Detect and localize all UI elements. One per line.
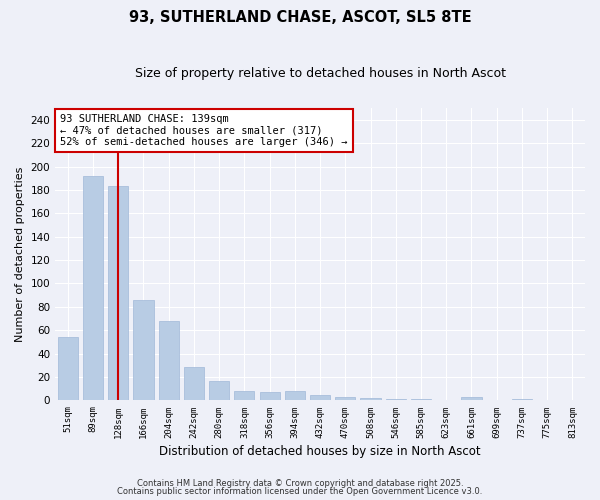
Bar <box>285 391 305 400</box>
Bar <box>260 392 280 400</box>
Bar <box>184 366 204 400</box>
Bar <box>83 176 103 400</box>
Bar <box>235 391 254 400</box>
Bar <box>108 186 128 400</box>
X-axis label: Distribution of detached houses by size in North Ascot: Distribution of detached houses by size … <box>159 444 481 458</box>
Y-axis label: Number of detached properties: Number of detached properties <box>15 166 25 342</box>
Bar <box>361 398 380 400</box>
Bar <box>158 321 179 400</box>
Text: 93 SUTHERLAND CHASE: 139sqm
← 47% of detached houses are smaller (317)
52% of se: 93 SUTHERLAND CHASE: 139sqm ← 47% of det… <box>61 114 348 147</box>
Title: Size of property relative to detached houses in North Ascot: Size of property relative to detached ho… <box>134 68 506 80</box>
Bar <box>335 397 355 400</box>
Bar <box>58 338 78 400</box>
Text: Contains public sector information licensed under the Open Government Licence v3: Contains public sector information licen… <box>118 487 482 496</box>
Text: Contains HM Land Registry data © Crown copyright and database right 2025.: Contains HM Land Registry data © Crown c… <box>137 478 463 488</box>
Bar <box>461 397 482 400</box>
Text: 93, SUTHERLAND CHASE, ASCOT, SL5 8TE: 93, SUTHERLAND CHASE, ASCOT, SL5 8TE <box>128 10 472 25</box>
Bar <box>310 394 330 400</box>
Bar <box>209 380 229 400</box>
Bar <box>133 300 154 400</box>
